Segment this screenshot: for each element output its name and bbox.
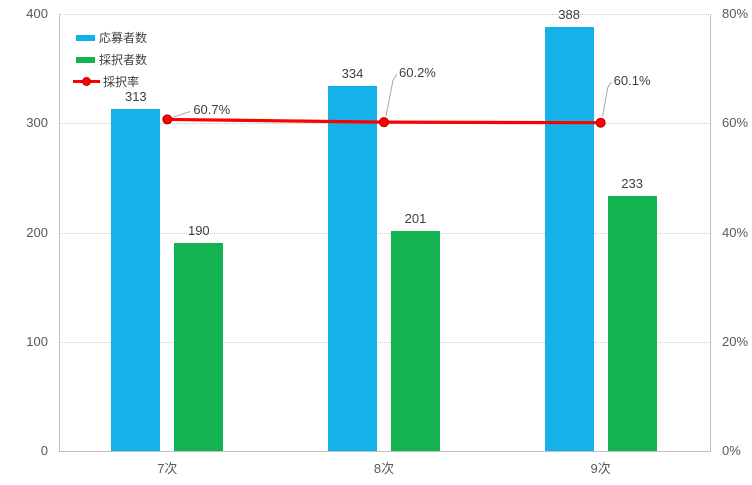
- y-axis-tick-label: 100: [26, 333, 48, 349]
- bar-value-label: 201: [404, 211, 427, 227]
- rate-value-label: 60.7%: [193, 102, 231, 118]
- rate-line-swatch-icon: [73, 77, 100, 86]
- accepted-swatch-icon: [76, 56, 95, 63]
- y2-axis-tick-label: 0%: [722, 443, 741, 458]
- bar-applicants: [544, 27, 594, 451]
- gridline: [59, 341, 709, 343]
- y2-axis-tick-label: 40%: [722, 224, 749, 240]
- y-axis-tick-label: 300: [26, 115, 48, 131]
- y2-axis-tick-label: 80%: [722, 6, 749, 21]
- legend-label-rate: 採択率: [103, 75, 140, 89]
- legend: 応募者数 採択者数 採択率: [73, 30, 147, 89]
- legend-label-accepted: 採択者数: [99, 53, 148, 67]
- rate-value-label: 60.2%: [399, 65, 436, 81]
- rate-line-dot: [82, 77, 91, 86]
- bar-accepted: [607, 196, 657, 451]
- bar-applicants: [328, 86, 377, 451]
- bar-accepted: [391, 231, 440, 451]
- legend-item-rate: 採択率: [73, 74, 147, 89]
- bar-value-label: 313: [124, 89, 147, 105]
- y-axis-tick-label: 200: [26, 224, 48, 240]
- y-axis-tick-label: 400: [26, 6, 48, 21]
- bar-applicants: [111, 109, 161, 451]
- applicants-swatch-icon: [76, 34, 95, 41]
- x-axis-label: 9次: [590, 461, 611, 476]
- rate-value-label: 60.1%: [613, 72, 651, 88]
- bar-value-label: 388: [558, 7, 580, 23]
- y2-axis-tick-label: 60%: [722, 115, 749, 131]
- gridline: [59, 14, 709, 15]
- x-axis-label: 8次: [373, 461, 395, 476]
- bar-accepted: [174, 243, 224, 451]
- bar-value-label: 233: [621, 176, 643, 192]
- legend-label-applicants: 応募者数: [99, 31, 148, 45]
- x-axis-label: 7次: [157, 461, 178, 476]
- gridline: [59, 232, 709, 234]
- y2-axis-tick-label: 20%: [722, 333, 749, 349]
- bar-value-label: 190: [187, 223, 210, 239]
- y-axis-tick-label: 0: [40, 443, 48, 458]
- bar-value-label: 334: [341, 66, 364, 82]
- legend-item-accepted: 採択者数: [76, 52, 147, 67]
- legend-item-applicants: 応募者数: [76, 30, 147, 45]
